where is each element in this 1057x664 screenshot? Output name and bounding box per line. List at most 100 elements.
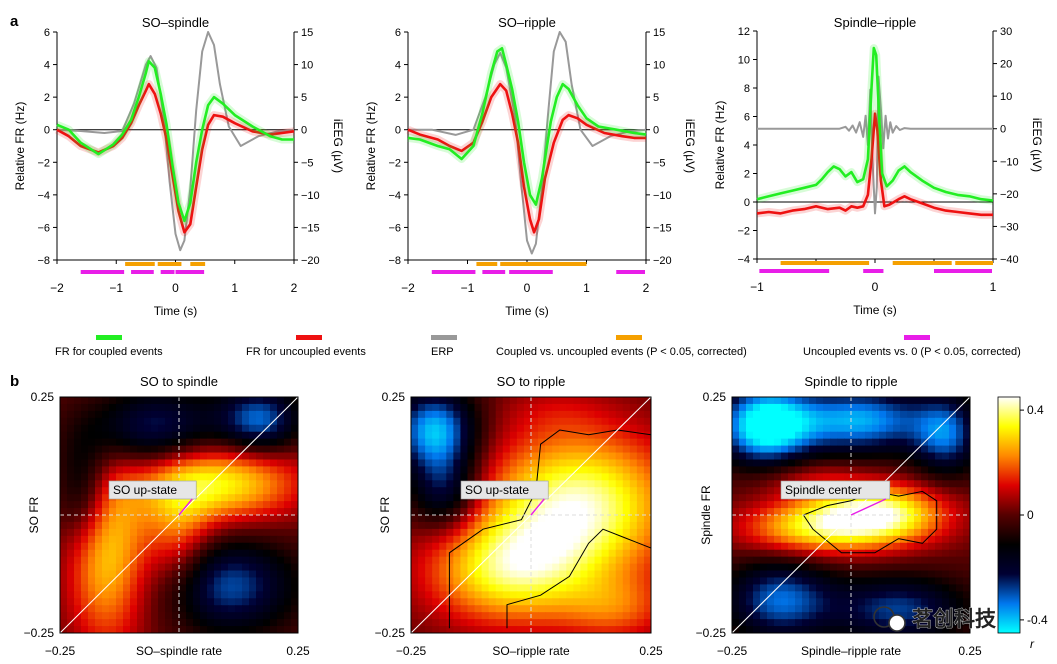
heatmap-cell: [879, 397, 887, 405]
heatmap-cell: [837, 619, 845, 627]
heatmap-cell: [767, 584, 775, 592]
heatmap-cell: [453, 542, 462, 551]
heatmap-cell: [221, 501, 229, 509]
heatmap-cell: [102, 466, 110, 474]
heatmap-cell: [235, 542, 243, 551]
heatmap-cell: [636, 542, 645, 551]
heatmap-cell: [760, 570, 768, 579]
heatmap-cell: [242, 397, 250, 405]
heatmap-cell: [531, 577, 539, 586]
heatmap-cell: [109, 410, 117, 419]
heatmap-cell: [545, 410, 553, 419]
heatmap-cell: [235, 563, 243, 572]
heatmap-cell: [74, 521, 82, 530]
heatmap-cell: [439, 480, 447, 488]
heatmap-cell: [949, 612, 957, 620]
heatmap-cell: [732, 438, 740, 447]
heatmap-cell: [963, 424, 970, 433]
heatmap-cell: [516, 584, 525, 592]
heatmap-cell: [488, 445, 497, 454]
heatmap-cell: [559, 515, 567, 523]
heatmap-cell: [172, 556, 180, 565]
heatmap-cell: [116, 549, 124, 558]
heatmap-cell: [844, 466, 852, 474]
heatmap-cell: [921, 431, 929, 440]
heatmap-cell: [165, 445, 173, 454]
heatmap-cell: [753, 556, 761, 565]
heatmap-cell: [629, 605, 638, 613]
heatmap-cell: [858, 556, 866, 565]
heatmap-cell: [200, 563, 208, 572]
heatmap-cell: [921, 397, 929, 405]
heatmap-cell: [495, 445, 504, 454]
heatmap-cell: [802, 473, 810, 481]
heatmap-cell: [411, 598, 419, 606]
heatmap-cell: [538, 508, 546, 516]
heatmap-cell: [956, 598, 964, 606]
heatmap-cell: [963, 410, 970, 419]
heatmap-cell: [629, 542, 638, 551]
heatmap-cell: [263, 521, 271, 530]
heatmap-cell: [179, 577, 187, 586]
heatmap-cell: [746, 542, 754, 551]
watermark-text: 茗创科技: [912, 607, 997, 631]
heatmap-cell: [200, 403, 208, 412]
heatmap-cell: [636, 397, 645, 405]
heatmap-cell: [228, 605, 236, 613]
heatmap-cell: [531, 459, 539, 468]
heatmap-cell: [594, 403, 603, 412]
heatmap-cell: [151, 417, 159, 426]
heatmap-cell: [823, 556, 831, 565]
heatmap-cell: [823, 438, 831, 447]
heatmap-cell: [495, 598, 504, 606]
heatmap-cell: [629, 452, 638, 461]
heatmap-cell: [872, 452, 880, 461]
heatmap-cell: [291, 570, 298, 579]
heatmap-cell: [781, 563, 789, 572]
heatmap-cell: [249, 542, 257, 551]
heatmap-cell: [116, 605, 124, 613]
heatmap-cell: [760, 480, 768, 488]
heatmap-cell: [872, 605, 880, 613]
heatmap-cell: [914, 480, 922, 488]
heatmap-cell: [165, 459, 173, 468]
heatmap-cell: [732, 605, 740, 613]
heatmap-cell: [802, 577, 810, 586]
heatmap-cell: [788, 535, 796, 544]
heatmap-cell: [418, 410, 426, 419]
heatmap-cell: [81, 584, 89, 592]
annotation-label: Spindle center: [785, 483, 862, 497]
heatmap-cell: [242, 598, 250, 606]
heatmap-cell: [186, 549, 194, 558]
heatmap-cell: [235, 438, 243, 447]
heatmap-cell: [116, 431, 124, 440]
heatmap-cell: [263, 487, 271, 495]
heatmap-cell: [158, 521, 166, 530]
heatmap-cell: [914, 563, 922, 572]
heatmap-cell: [608, 556, 617, 565]
heatmap-cell: [816, 466, 824, 474]
heatmap-cell: [615, 445, 624, 454]
heatmap-cell: [207, 410, 215, 419]
heatmap-cell: [467, 515, 476, 523]
heatmap-cell: [552, 605, 560, 613]
heatmap-cell: [200, 549, 208, 558]
annotation-label: SO up-state: [465, 483, 529, 497]
heatmap-cell: [949, 549, 957, 558]
heatmap-cell: [516, 417, 525, 426]
heatmap-cell: [95, 410, 103, 419]
heatmap-cell: [830, 403, 838, 412]
heatmap-cell: [872, 598, 880, 606]
heatmap-cell: [291, 535, 298, 544]
heatmap-cell: [88, 424, 96, 433]
heatmap-cell: [200, 570, 208, 579]
heatmap-cell: [893, 515, 901, 523]
heatmap-cell: [823, 459, 831, 468]
heatmap-cell: [411, 556, 419, 565]
heatmap-cell: [516, 431, 525, 440]
heatmap-cell: [858, 403, 866, 412]
heatmap-cell: [788, 417, 796, 426]
heatmap-cell: [601, 452, 610, 461]
heatmap-cell: [643, 480, 651, 488]
heatmap-cell: [753, 542, 761, 551]
